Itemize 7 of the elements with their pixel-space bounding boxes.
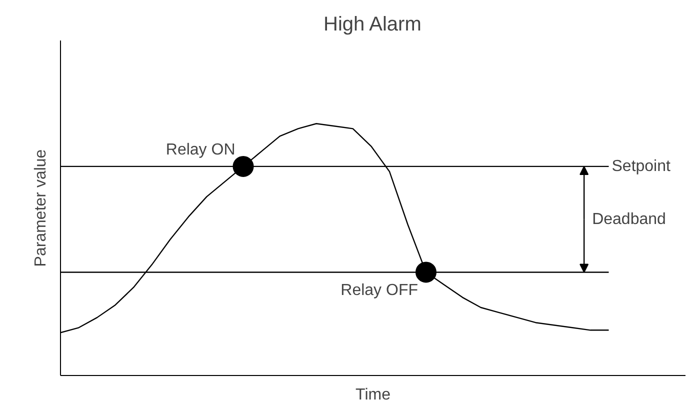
y-axis-title: Parameter value bbox=[32, 149, 50, 267]
chart-title: High Alarm bbox=[324, 14, 422, 36]
annotation: Relay OFF bbox=[340, 282, 418, 300]
annotation: Deadband bbox=[592, 210, 666, 228]
ref-line-label: Setpoint bbox=[612, 158, 672, 175]
annotation: Relay ON bbox=[166, 141, 236, 158]
x-axis-title: Time bbox=[356, 386, 391, 404]
